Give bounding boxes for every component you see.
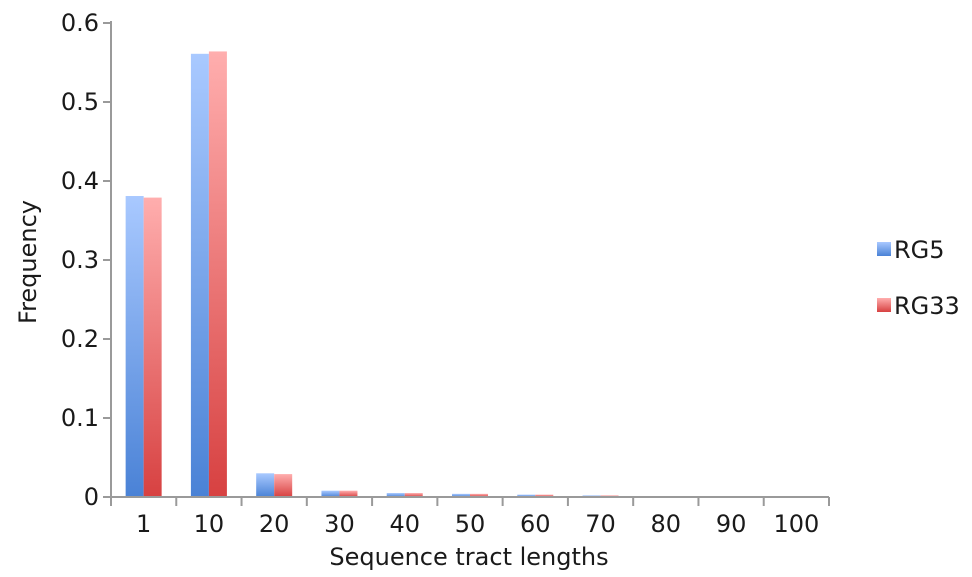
y-axis-title: Frequency — [14, 200, 42, 324]
bar-rg5-10 — [190, 53, 209, 498]
x-tick-label: 90 — [716, 510, 747, 538]
bars-layer — [125, 51, 815, 498]
x-tick-label: 10 — [194, 510, 225, 538]
bar-rg5-50 — [452, 493, 470, 497]
bar-rg33-40 — [404, 493, 423, 497]
bar-rg5-40 — [386, 493, 405, 497]
x-tick-label: 80 — [651, 510, 682, 538]
bar-rg33-20 — [274, 474, 293, 497]
y-tick-label: 0 — [84, 483, 99, 511]
bar-rg33-10 — [208, 51, 227, 497]
legend-swatch-rg33 — [877, 298, 891, 312]
y-tick-label: 0.5 — [61, 88, 99, 116]
legend: RG5 RG33 — [877, 236, 960, 320]
x-tick-label: 70 — [585, 510, 616, 538]
legend-swatch-rg5 — [877, 242, 891, 256]
x-tick-label: 50 — [455, 510, 486, 538]
y-tick-label: 0.3 — [61, 246, 99, 274]
x-tick-label: 100 — [773, 510, 819, 538]
x-tick-label: 1 — [136, 510, 151, 538]
y-tick-label: 0.1 — [61, 404, 99, 432]
bar-rg33-60 — [535, 494, 554, 497]
y-tick-label: 0.2 — [61, 325, 99, 353]
x-tick-label: 40 — [389, 510, 420, 538]
x-tick-label: 60 — [520, 510, 551, 538]
x-tick-label: 20 — [259, 510, 290, 538]
axes-layer — [103, 21, 830, 506]
y-tick-label: 0.4 — [61, 167, 99, 195]
bar-rg33-50 — [470, 493, 488, 497]
bar-rg33-1 — [143, 197, 162, 497]
x-tick-label: 30 — [324, 510, 355, 538]
labels-layer: 0 0.1 0.2 0.3 0.4 0.5 0.6 1 10 20 30 40 50 60 70 80 90 10… — [61, 9, 819, 538]
bar-rg5-60 — [517, 494, 536, 497]
y-tick-label: 0.6 — [61, 9, 99, 37]
bar-rg5-30 — [321, 490, 340, 497]
bar-rg33-30 — [339, 490, 358, 497]
legend-label-rg5: RG5 — [894, 236, 945, 264]
legend-label-rg33: RG33 — [894, 292, 960, 320]
x-axis-title: Sequence tract lengths — [329, 543, 608, 571]
bar-rg5-1 — [125, 196, 144, 497]
bar-rg5-20 — [256, 473, 275, 497]
